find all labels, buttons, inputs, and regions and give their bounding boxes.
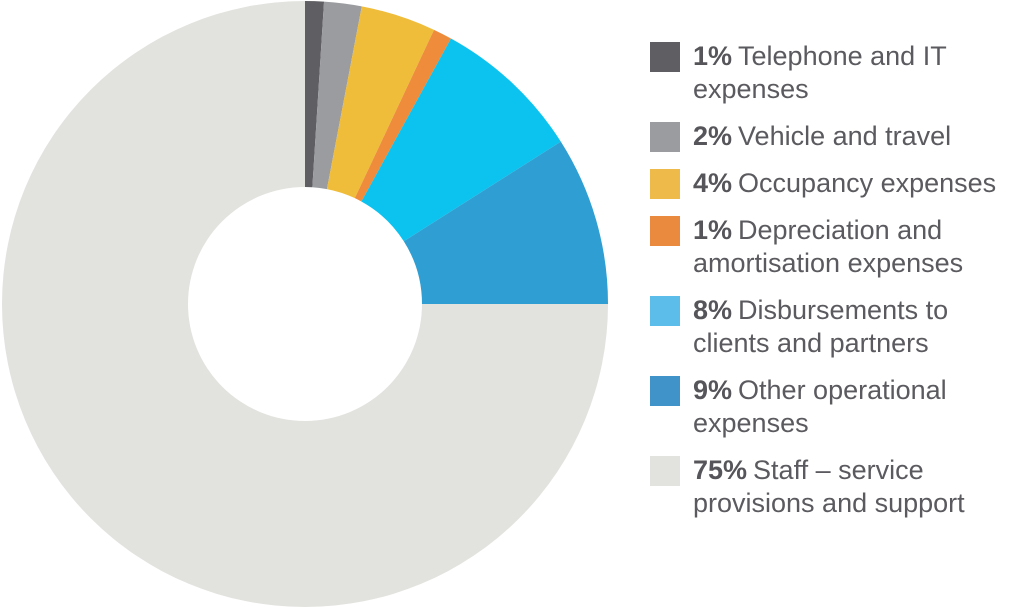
donut-slice-5	[403, 141, 608, 304]
legend-percent: 4%	[693, 168, 733, 198]
legend-swatch	[650, 216, 680, 246]
legend-label: Vehicle and travel	[738, 121, 952, 151]
legend-text: 75% Staff – service provisions and suppor…	[693, 454, 1020, 520]
donut-chart-svg	[2, 1, 608, 607]
legend-percent: 1%	[693, 215, 733, 245]
legend-swatch	[650, 296, 680, 326]
legend-label: Disbursements to clients and partners	[693, 295, 949, 358]
legend-percent: 9%	[693, 375, 733, 405]
donut-slice-2	[326, 6, 435, 199]
donut-slice-6	[2, 1, 608, 607]
legend-text: 9% Other operational expenses	[693, 374, 1020, 440]
legend-item-telephone-it: 1% Telephone and IT expenses	[650, 40, 1020, 106]
legend-item-other-operational: 9% Other operational expenses	[650, 374, 1020, 440]
legend-percent: 75%	[693, 455, 748, 485]
legend-item-staff: 75% Staff – service provisions and suppor…	[650, 454, 1020, 520]
legend-swatch	[650, 42, 680, 72]
donut-slice-0	[305, 1, 325, 188]
legend-swatch	[650, 456, 680, 486]
legend-percent: 8%	[693, 295, 733, 325]
legend-label: Occupancy expenses	[738, 168, 997, 198]
legend-text: 4% Occupancy expenses	[693, 167, 996, 200]
legend-percent: 1%	[693, 41, 733, 71]
legend-item-vehicle-travel: 2% Vehicle and travel	[650, 120, 1020, 153]
legend-swatch	[650, 376, 680, 406]
legend-label: Telephone and IT expenses	[693, 41, 947, 104]
legend-percent: 2%	[693, 121, 733, 151]
legend-item-depreciation: 1% Depreciation and amortisation expenses	[650, 214, 1020, 280]
legend-text: 1% Telephone and IT expenses	[693, 40, 1020, 106]
legend-swatch	[650, 169, 680, 199]
legend-text: 1% Depreciation and amortisation expenses	[693, 214, 1020, 280]
donut-slice-4	[361, 38, 561, 242]
legend-label: Other operational expenses	[693, 375, 947, 438]
legend-text: 2% Vehicle and travel	[693, 120, 951, 153]
legend-item-disbursements: 8% Disbursements to clients and partners	[650, 294, 1020, 360]
legend-label: Depreciation and amortisation expenses	[693, 215, 964, 278]
donut-slice-1	[312, 1, 362, 190]
donut-chart	[2, 1, 608, 607]
legend-item-occupancy: 4% Occupancy expenses	[650, 167, 1020, 200]
legend-swatch	[650, 122, 680, 152]
legend-label: Staff – service provisions and support	[693, 455, 965, 518]
chart-legend: 1% Telephone and IT expenses 2% Vehicle an…	[650, 40, 1020, 534]
legend-text: 8% Disbursements to clients and partners	[693, 294, 1020, 360]
donut-slice-3	[354, 29, 451, 202]
